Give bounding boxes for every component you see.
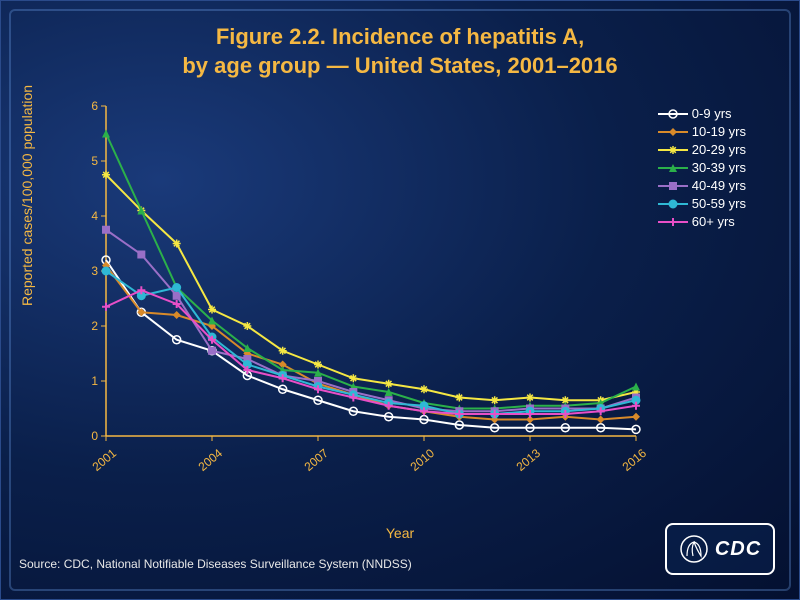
chart-title: Figure 2.2. Incidence of hepatitis A, by… (1, 1, 799, 80)
y-tick-label: 4 (91, 209, 98, 223)
legend-label: 50-59 yrs (692, 196, 746, 211)
cdc-logo-text: CDC (715, 538, 761, 561)
y-tick-label: 6 (91, 99, 98, 113)
legend-item: 60+ yrs (658, 214, 746, 229)
y-tick-label: 2 (91, 319, 98, 333)
y-tick-label: 1 (91, 374, 98, 388)
legend-label: 60+ yrs (692, 214, 735, 229)
legend-label: 0-9 yrs (692, 106, 732, 121)
y-tick-label: 0 (91, 429, 98, 443)
cdc-logo: CDC (665, 523, 775, 575)
legend-item: 0-9 yrs (658, 106, 746, 121)
legend-item: 20-29 yrs (658, 142, 746, 157)
legend-item: 30-39 yrs (658, 160, 746, 175)
legend-label: 40-49 yrs (692, 178, 746, 193)
chart-area: 0-9 yrs 10-19 yrs 20-29 yrs 30-39 yrs 40-49 … (56, 106, 756, 496)
title-line-1: Figure 2.2. Incidence of hepatitis A, (1, 23, 799, 52)
y-tick-label: 5 (91, 154, 98, 168)
x-axis-label: Year (386, 525, 414, 541)
y-tick-label: 3 (91, 264, 98, 278)
legend-item: 10-19 yrs (658, 124, 746, 139)
y-axis-label: Reported cases/100,000 population (19, 85, 35, 306)
legend-label: 10-19 yrs (692, 124, 746, 139)
source-citation: Source: CDC, National Notifiable Disease… (19, 557, 412, 571)
legend-label: 20-29 yrs (692, 142, 746, 157)
line-chart (56, 106, 656, 456)
title-line-2: by age group — United States, 2001–2016 (1, 52, 799, 81)
legend-item: 50-59 yrs (658, 196, 746, 211)
legend-label: 30-39 yrs (692, 160, 746, 175)
legend-item: 40-49 yrs (658, 178, 746, 193)
legend: 0-9 yrs 10-19 yrs 20-29 yrs 30-39 yrs 40-49 … (658, 106, 746, 232)
hhs-seal-icon (679, 534, 709, 564)
